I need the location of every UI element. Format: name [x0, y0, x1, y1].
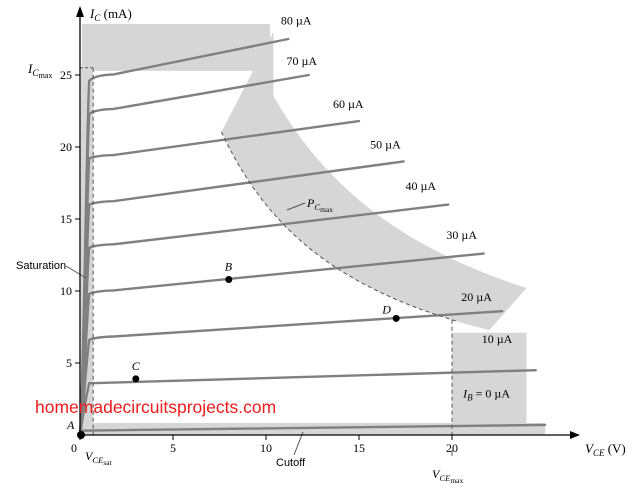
curve-ib-8	[78, 37, 290, 437]
point-a	[77, 431, 85, 439]
x-tick-label-5: 5	[170, 441, 176, 455]
curve-label-0: IB = 0 µA	[462, 387, 510, 403]
y-tick-label-10: 10	[60, 284, 72, 298]
vcesat-label-main: V	[85, 449, 94, 463]
curve-label-6: 60 µA	[333, 97, 364, 111]
saturation-leader	[65, 265, 87, 279]
vcemax-label: VCEmax	[432, 467, 463, 485]
vcesat-label-subsub: sat	[103, 458, 112, 467]
vcemax-label-sub: CE	[439, 473, 451, 483]
y-axis-title-sub: C	[94, 13, 101, 23]
saturation-label: Saturation	[16, 260, 66, 272]
curve-label-8: 80 µA	[281, 14, 312, 28]
curve-ib-0	[78, 423, 547, 432]
pcmax-label: PCmax	[306, 196, 333, 214]
point-d	[392, 314, 400, 322]
curve-label-7: 70 µA	[286, 54, 317, 68]
curve-label-0-main: I	[462, 387, 468, 401]
point-c	[132, 375, 140, 383]
curve-label-0-sub: B	[467, 393, 473, 403]
x-tick-label-15: 15	[353, 441, 365, 455]
pcmax-label-sub: C	[314, 202, 320, 212]
point-label-c: C	[132, 359, 141, 373]
y-axis-title-main: I	[89, 6, 95, 21]
shade-above-vcemax	[452, 332, 527, 435]
x-tick-label-20: 20	[446, 441, 458, 455]
x-axis-title-main: V	[585, 441, 595, 456]
curve-label-0-rest: = 0 µA	[473, 387, 511, 401]
vcesat-label: VCEsat	[85, 449, 113, 467]
vcemax-label-subsub: max	[450, 476, 463, 485]
x-axis-title-sub: CE	[593, 448, 605, 458]
point-label-a: A	[66, 418, 75, 432]
pcmax-label-main: P	[306, 196, 315, 210]
y-axis-title-unit: (mA)	[100, 6, 131, 21]
icmax-label-subsub: max	[39, 71, 53, 80]
axes	[76, 6, 580, 439]
pcmax-curve	[220, 131, 456, 322]
x-axis-title: VCE (V)	[585, 441, 626, 458]
icmax-label: ICmax	[27, 61, 52, 80]
y-tick-label-15: 15	[60, 212, 72, 226]
curve-label-3: 30 µA	[446, 228, 477, 242]
point-label-b: B	[225, 259, 233, 273]
point-b	[225, 275, 233, 283]
y-tick-label-5: 5	[66, 356, 72, 370]
icmax-label-sub: C	[32, 69, 39, 79]
curve-label-5: 50 µA	[370, 137, 401, 151]
shade-pcmax-band	[221, 31, 527, 331]
collector-curves	[78, 37, 547, 437]
x-tick-label-0: 0	[71, 441, 77, 455]
operating-points	[77, 275, 400, 439]
pcmax-label-subsub: max	[320, 205, 333, 214]
y-tick-label-25: 25	[60, 68, 72, 82]
curve-label-2: 20 µA	[461, 290, 492, 304]
vcesat-label-sub: CE	[92, 455, 104, 465]
pcmax-leader	[286, 202, 306, 211]
point-label-d: D	[381, 302, 391, 316]
y-tick-label-20: 20	[60, 140, 72, 154]
icmax-label-main: I	[27, 61, 33, 76]
x-axis-arrow	[570, 431, 580, 439]
x-axis-title-unit: (V)	[604, 441, 625, 456]
vcemax-label-main: V	[432, 467, 441, 481]
x-tick-label-10: 10	[260, 441, 272, 455]
y-axis-arrow	[76, 6, 84, 17]
watermark-text: homemadecircuitsprojects.com	[35, 397, 276, 417]
boundary-lines	[65, 67, 456, 456]
shade-above-icmax	[82, 24, 270, 71]
y-axis-title: IC (mA)	[89, 6, 132, 23]
cutoff-label: Cutoff	[276, 457, 306, 469]
curve-label-1: 10 µA	[482, 332, 513, 346]
curve-label-4: 40 µA	[406, 179, 437, 193]
cutoff-leader	[293, 431, 304, 456]
